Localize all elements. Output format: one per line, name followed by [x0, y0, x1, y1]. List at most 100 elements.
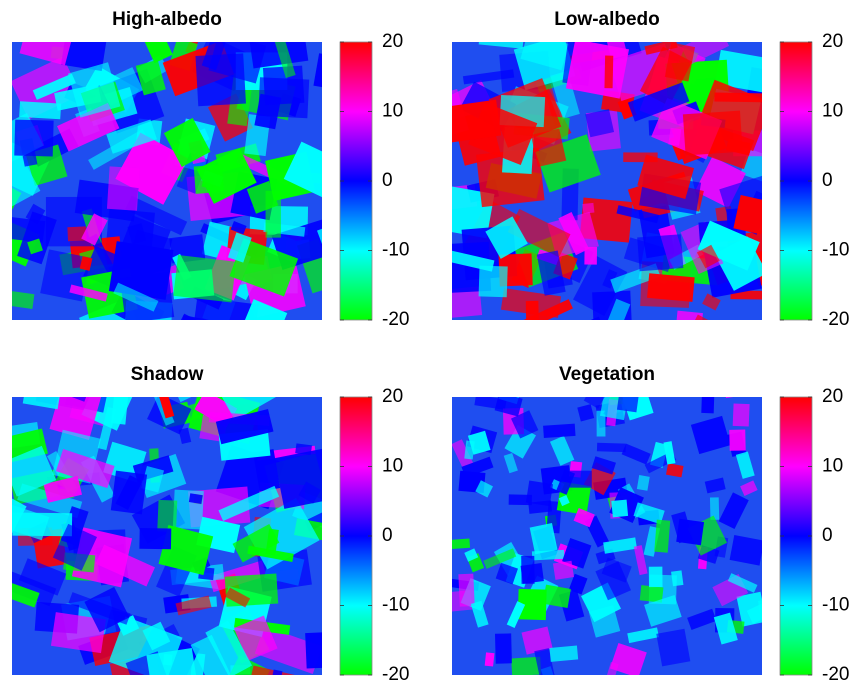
image-patch [520, 299, 573, 320]
image-patch [713, 612, 738, 645]
colorbar-tick-label: -20 [822, 664, 849, 685]
image-patch [637, 154, 695, 199]
image-patch [729, 429, 746, 451]
image-patch [627, 627, 659, 644]
image-patch [495, 562, 518, 585]
image-patch [549, 645, 579, 662]
image-patch [616, 397, 640, 413]
image-patch [429, 560, 448, 587]
image-patch [633, 502, 665, 525]
image-patch [69, 284, 108, 302]
image-patch [484, 652, 495, 667]
image-patch [27, 238, 43, 255]
image-patch [636, 475, 650, 491]
image-patch [25, 203, 46, 225]
image-patch [549, 435, 575, 466]
image-patch [219, 327, 274, 388]
image-patch [542, 584, 571, 608]
image-patch [603, 661, 619, 675]
image-patch [106, 119, 157, 154]
chart-title: Shadow [131, 364, 204, 385]
colorbar-tick-label: 0 [822, 170, 833, 191]
image-patch [646, 327, 697, 358]
image-patch [733, 195, 762, 235]
image-patch [503, 452, 518, 474]
image-patch [146, 647, 199, 675]
image-patch [470, 600, 489, 628]
image-patch [757, 599, 762, 619]
image-patch [458, 573, 475, 607]
colorbar-tick-label: -10 [382, 595, 409, 616]
chart-title: High-albedo [112, 9, 222, 30]
image-patch [494, 633, 512, 664]
image-patch [530, 128, 567, 167]
image-patch [534, 648, 556, 675]
image-patch [478, 265, 508, 298]
image-patch [725, 138, 752, 156]
image-patch [666, 463, 684, 478]
image-patch [175, 595, 212, 616]
image-patch [94, 327, 143, 362]
image-patch [478, 42, 524, 49]
image-patch [585, 109, 615, 138]
image-patch [637, 682, 668, 690]
image-patch [525, 300, 540, 320]
image-patch [81, 213, 108, 246]
image-patch [648, 566, 663, 588]
colorbar-tick-label: -10 [822, 240, 849, 261]
colorbar [779, 41, 813, 321]
image-patch [722, 397, 737, 399]
image-patch [43, 475, 83, 503]
chart-title: Low-albedo [554, 9, 660, 30]
image-patch [12, 213, 46, 243]
image-patch [558, 212, 590, 256]
image-patch [475, 480, 493, 498]
image-patch [194, 296, 259, 320]
image-patch [729, 535, 762, 566]
image [452, 42, 762, 358]
image-patch [611, 499, 629, 518]
image-patch [511, 656, 542, 675]
image-patch [520, 42, 569, 71]
image-patch [727, 573, 758, 593]
image-patch [702, 293, 721, 311]
image-patch [604, 55, 614, 89]
image-patch [735, 451, 755, 479]
image-patch [467, 430, 491, 455]
image-patch [18, 558, 67, 596]
image-patch [697, 220, 760, 271]
image-patch [588, 605, 621, 638]
image-patch [633, 545, 648, 576]
image-patch [97, 406, 117, 451]
image-patch [220, 397, 282, 421]
image-patch [679, 314, 708, 320]
image [12, 42, 322, 362]
colorbar-tick-label: 10 [822, 456, 843, 477]
image-patch [233, 615, 278, 661]
image-patch [696, 244, 720, 269]
image-patch [452, 439, 474, 468]
image-patch [461, 456, 494, 478]
image-patch [664, 42, 696, 82]
image-patch [610, 263, 661, 293]
image-patch [163, 117, 211, 167]
image-patch [265, 190, 281, 238]
image-patch [452, 241, 492, 294]
image-patch [674, 310, 703, 320]
image-patch [565, 42, 630, 99]
image-patch [582, 202, 595, 214]
image-patch [33, 397, 106, 398]
image-patch [229, 238, 299, 297]
image-patch [464, 548, 479, 562]
image-patch [732, 403, 750, 427]
colorbar-tick-label: 20 [382, 386, 403, 407]
image-patch [141, 465, 165, 493]
image-patch [668, 127, 682, 146]
image-patch [690, 415, 731, 455]
image-patch [521, 626, 553, 655]
colorbar-tick-label: -10 [822, 595, 849, 616]
image-patch [550, 70, 580, 119]
image-patch [584, 246, 598, 265]
colorbar-tick-label: -20 [822, 309, 849, 330]
